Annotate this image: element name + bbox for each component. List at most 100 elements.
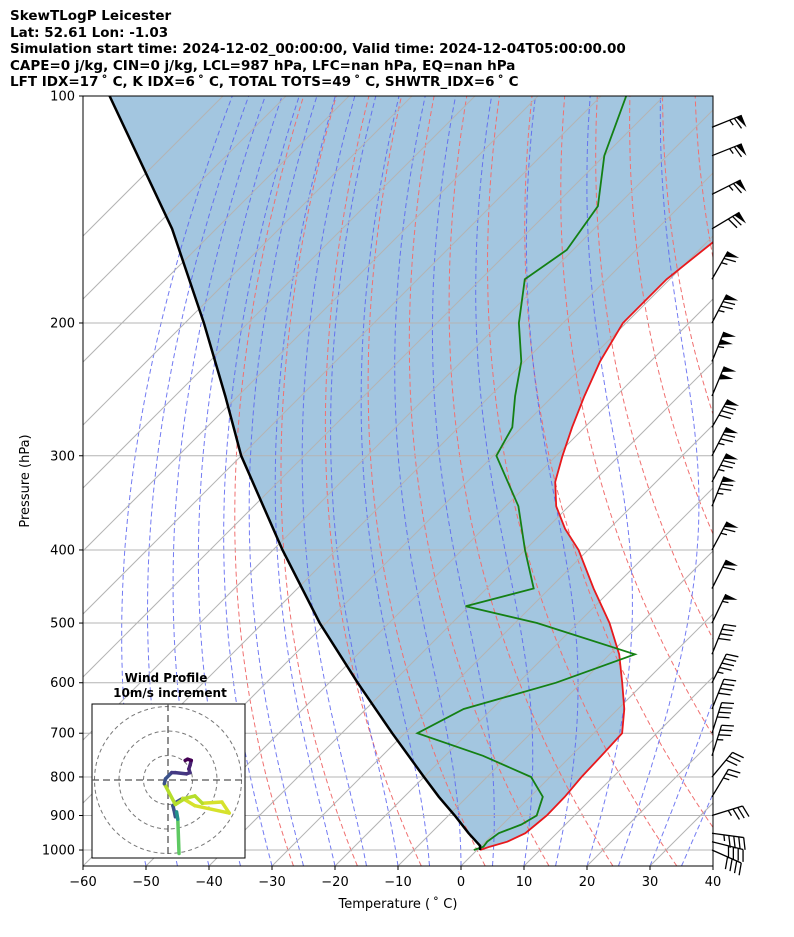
moist-adiabat — [394, 96, 462, 866]
wind-barb-pennant — [722, 366, 737, 373]
wind-barb-flag — [732, 215, 742, 226]
wind-barb-half-flag — [729, 148, 734, 155]
y-tick-label: 300 — [50, 449, 75, 464]
wind-barb-flag — [722, 433, 736, 438]
wind-barb-shaft — [711, 211, 740, 230]
wind-barb — [711, 702, 735, 734]
x-tick-label: −20 — [321, 875, 348, 890]
wind-barb-flag — [733, 860, 738, 874]
wind-barb-pennant — [736, 115, 747, 128]
cape-shading-layer — [109, 96, 713, 850]
wind-barb-pennant — [735, 179, 747, 192]
hodograph-segment — [173, 796, 187, 807]
dry-adiabat — [694, 96, 713, 261]
wind-barb-pennant — [724, 399, 740, 406]
wind-barb-shaft — [711, 624, 725, 655]
y-tick-label: 1000 — [42, 844, 75, 859]
isotherm-line — [83, 96, 224, 237]
hodograph-segment — [200, 800, 224, 806]
wind-barb-shaft — [711, 751, 733, 778]
wind-barb-half-flag — [718, 468, 725, 472]
wind-barb-shaft — [711, 679, 725, 710]
isotherm-line — [83, 96, 413, 426]
x-tick-label: 30 — [642, 875, 659, 890]
moist-adiabat — [330, 96, 399, 866]
wind-barb — [711, 805, 750, 820]
profile-lines-layer — [108, 96, 713, 851]
hodograph-plot — [92, 704, 245, 858]
hodograph-subtitle: 10m/s increment — [113, 686, 227, 700]
y-tick-label: 200 — [50, 316, 75, 331]
wind-barb-flag — [718, 692, 731, 696]
wind-barb-pennant — [724, 251, 740, 258]
x-axis-label: Temperature ( ˚ C) — [338, 896, 458, 912]
hodograph-segment — [193, 803, 231, 815]
wind-barb-shaft — [711, 453, 728, 483]
isotherm-line — [523, 676, 713, 866]
y-tick-label: 400 — [50, 543, 75, 558]
wind-barb-half-flag — [718, 309, 725, 313]
wind-barb-flag — [720, 483, 734, 487]
wind-barb-shaft — [711, 849, 742, 864]
wind-barb — [711, 768, 741, 798]
moist-adiabat — [618, 96, 700, 866]
moist-adiabat — [172, 96, 266, 866]
wind-barb — [711, 724, 734, 757]
wind-barb-flag — [721, 410, 734, 415]
wind-barb-flag — [721, 683, 735, 687]
wind-barb-shaft — [711, 702, 723, 734]
wind-barb — [711, 211, 747, 230]
wind-barb — [711, 366, 737, 397]
wind-barb-pennant — [734, 212, 747, 224]
y-tick-label: 500 — [50, 617, 75, 632]
wind-barb — [711, 453, 739, 483]
x-tick-label: −30 — [258, 875, 285, 890]
wind-barb-flag — [717, 716, 730, 719]
isotherm-line — [83, 96, 539, 552]
wind-barb — [711, 623, 737, 655]
wind-barb-half-flag — [718, 442, 725, 446]
x-tick-label: 20 — [579, 875, 596, 890]
wind-barb-flag — [721, 662, 735, 667]
wind-barb — [711, 179, 747, 195]
wind-barb-flag — [723, 678, 737, 682]
wind-barb — [711, 399, 740, 428]
wind-barb-flag — [718, 637, 731, 641]
wind-barb-half-flag — [729, 119, 734, 126]
wind-barb-pennant — [718, 373, 734, 380]
wind-barb — [711, 841, 744, 862]
moist-adiabat — [586, 96, 633, 866]
wind-barb-flag — [718, 414, 732, 420]
wind-barb-shaft — [711, 427, 728, 457]
chart-header: SkewTLogP Leicester Lat: 52.61 Lon: -1.0… — [10, 8, 626, 91]
wind-barb-pennant — [723, 453, 739, 460]
wind-barb — [711, 849, 742, 876]
wind-barb-pennant — [736, 143, 747, 156]
wind-barb-half-flag — [723, 777, 730, 781]
y-axis-label: Pressure (hPa) — [18, 434, 33, 527]
wind-barb-flag — [723, 405, 736, 411]
wind-barb-pennant — [718, 339, 733, 345]
moist-adiabat — [197, 96, 283, 866]
wind-barb-flag — [733, 146, 743, 158]
wind-barb-flag — [728, 768, 741, 774]
wind-barb-flag — [732, 751, 744, 759]
dry-adiabat — [629, 96, 713, 536]
wind-barb-flag — [722, 301, 736, 306]
wind-barb-flag — [723, 257, 736, 263]
isotherm-line — [83, 96, 476, 489]
wind-barb-flag — [718, 487, 732, 491]
x-tick-label: 0 — [457, 875, 465, 890]
wind-barb — [711, 294, 739, 324]
hodograph-segment — [220, 800, 231, 815]
y-tick-label: 800 — [50, 770, 75, 785]
x-tick-label: −50 — [132, 875, 159, 890]
wind-barb — [711, 751, 744, 778]
x-tick-label: −60 — [69, 875, 96, 890]
isotherm-line — [83, 96, 602, 615]
wind-barb-flag — [720, 464, 733, 469]
wind-barb-flag — [722, 459, 736, 465]
wind-barb-half-flag — [728, 185, 734, 191]
dry-adiabat — [448, 96, 614, 866]
wind-barb — [711, 593, 738, 624]
